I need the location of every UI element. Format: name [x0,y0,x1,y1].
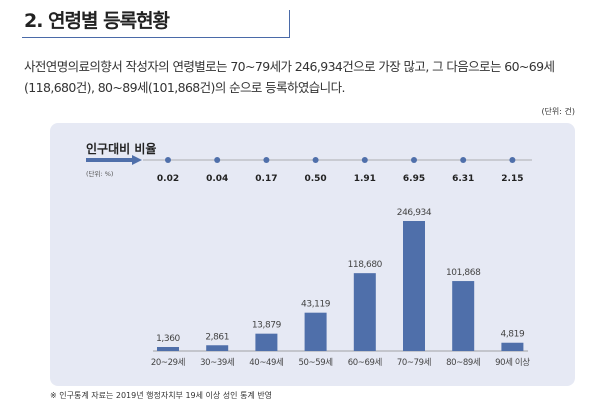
bar-value-label: 1,360 [156,334,180,344]
ratio-value-label: 1.91 [354,174,376,184]
bar-value-label: 2,861 [205,332,229,342]
x-tick-label: 30~39세 [200,358,234,368]
bar [501,342,524,351]
x-tick-label: 90세 이상 [495,357,530,368]
ratio-value-label: 0.02 [157,174,179,184]
bar [452,281,475,351]
ratio-value-label: 6.31 [452,174,474,184]
title-accent [289,10,290,38]
ratio-value-label: 0.04 [206,174,228,184]
ratio-value-label: 6.95 [403,174,425,184]
x-tick-label: 40~49세 [249,358,283,368]
x-tick-label: 50~59세 [299,358,333,368]
ratio-dot [460,157,467,163]
ratio-value-label: 2.15 [501,174,523,184]
ratio-dot [312,157,319,163]
x-tick-label: 70~79세 [397,358,431,368]
ratio-arrow-icon [86,155,142,165]
x-tick-label: 80~89세 [446,358,480,368]
ratio-dot [509,157,516,163]
ratio-dot [263,157,270,163]
x-tick-label: 20~29세 [151,358,185,368]
bar-value-label: 101,868 [446,268,481,278]
bar-value-label: 4,819 [501,330,525,340]
ratio-dot [411,157,417,163]
bar-value-label: 13,879 [252,321,282,331]
bar [403,221,425,351]
bar-value-label: 246,934 [397,208,432,218]
ratio-dot [361,157,368,163]
ratio-title: 인구대비 비율 [86,141,156,156]
bar [353,273,376,351]
ratio-dot [165,157,171,163]
bar [255,333,278,351]
bar [157,347,179,351]
footnote: ※ 인구통계 자료는 2019년 행정자치부 19세 이상 성인 통계 반영 [50,391,273,400]
title-underline [22,37,290,38]
bar [206,345,229,351]
page-title: 2. 연령별 등록현황 [24,10,170,32]
unit-label: (단위: 건) [541,107,575,116]
ratio-value-label: 0.17 [255,174,277,184]
bar [304,312,327,351]
bar-value-label: 118,680 [348,260,383,270]
bar-value-label: 43,119 [301,300,331,310]
x-tick-label: 60~69세 [348,358,382,368]
ratio-dot [214,157,221,163]
description: 사전연명의료의향서 작성자의 연령별로는 70~79세가 246,934건으로 … [24,59,555,95]
ratio-unit: (단위: %) [86,169,113,178]
ratio-value-label: 0.50 [304,174,326,184]
